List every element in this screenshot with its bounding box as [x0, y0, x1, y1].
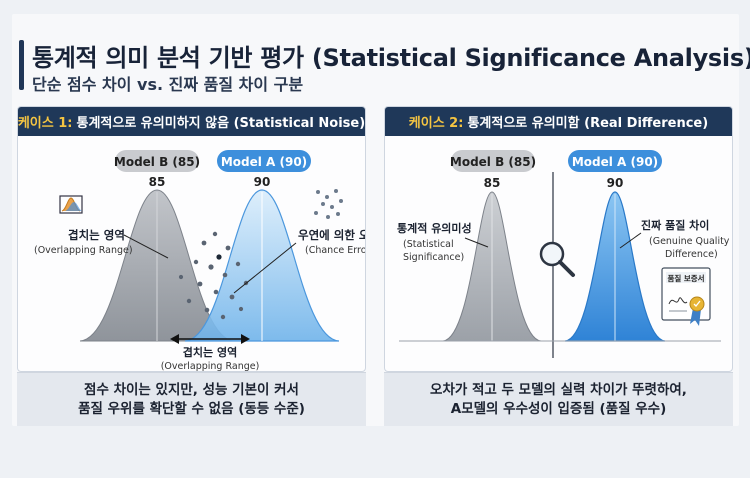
- case-1-header: 케이스 1: 통계적으로 유의미하지 않음 (Statistical Noise…: [18, 107, 365, 136]
- case-1-panel: 케이스 1: 통계적으로 유의미하지 않음 (Statistical Noise…: [17, 106, 366, 372]
- case-2-diagram: Model B (85) Model A (90) 85 90 통계적 유의미성…: [397, 150, 730, 358]
- overlap-label-en: (Overlapping Range): [34, 245, 133, 256]
- case-1-footer-line2: 품질 우위를 확단할 수 없음 (동등 수준): [78, 400, 305, 417]
- case-1-diagram: Model B (85) Model A (90) 85 90: [34, 150, 366, 372]
- peak-label-b: 85: [484, 176, 501, 190]
- bottom-overlap-label-en: (Overlapping Range): [161, 361, 260, 372]
- magnifier-icon: [539, 241, 575, 277]
- case-1-number: 케이스 1:: [17, 116, 73, 131]
- significance-label-en-2: Significance): [403, 252, 464, 263]
- quality-label-en-1: (Genuine Quality: [649, 236, 730, 247]
- page-subtitle: 단순 점수 차이 vs. 진짜 품질 차이 구분: [32, 75, 304, 94]
- significance-leader-line: [464, 237, 489, 248]
- case-2-footer: 오차가 적고 두 모델의 실력 차이가 뚜렷하여, A모델의 우수성이 입증됨 …: [384, 372, 733, 426]
- case-2-title: 통계적으로 유의미함 (Real Difference): [467, 116, 709, 131]
- quality-label-en-2: Difference): [665, 249, 718, 260]
- overlap-leader-line: [123, 234, 169, 259]
- case-1-footer: 점수 차이는 있지만, 성능 기본이 커서 품질 우위를 확단할 수 없음 (동…: [17, 372, 366, 426]
- chance-error-label-ko: 우연에 의한 오차: [298, 228, 366, 242]
- model-b-label: Model B (85): [114, 155, 200, 169]
- quality-label-ko: 진짜 품질 차이: [641, 218, 709, 232]
- model-b-label: Model B (85): [450, 155, 536, 169]
- certificate-label: 품질 보증서: [667, 273, 704, 283]
- quality-leader-line: [619, 232, 642, 249]
- case-2-header: 케이스 2: 통계적으로 유의미함 (Real Difference): [385, 107, 732, 136]
- case-2-panel: 케이스 2: 통계적으로 유의미함 (Real Difference) Mode…: [384, 106, 733, 372]
- chart-icon: [59, 195, 83, 214]
- case-1-title: 통계적으로 유의미하지 않음 (Statistical Noise): [76, 116, 366, 131]
- peak-label-a: 90: [607, 176, 624, 190]
- model-a-label: Model A (90): [572, 155, 658, 169]
- bottom-overlap-label-ko: 겹치는 영역: [183, 345, 237, 359]
- model-b-badge: [115, 150, 199, 172]
- model-a-badge: [568, 150, 662, 172]
- model-a-badge: [217, 150, 311, 172]
- case-2-number: 케이스 2:: [408, 116, 464, 131]
- overlap-label-ko: 겹치는 영역: [68, 228, 125, 242]
- peak-label-a: 90: [254, 175, 271, 189]
- title-accent-bar: [19, 40, 24, 90]
- case-2-footer-line2: A모델의 우수성이 입증됨 (품질 우수): [450, 400, 667, 417]
- page-title: 통계적 의미 분석 기반 평가 (Statistical Significanc…: [32, 44, 750, 72]
- chance-error-label-en: (Chance Error): [305, 245, 366, 256]
- overlap-dots: [178, 231, 249, 320]
- significance-label-en-1: (Statistical: [403, 239, 454, 250]
- peak-label-b: 85: [149, 175, 166, 189]
- case-1-footer-line1: 점수 차이는 있지만, 성능 기본이 커서: [84, 381, 299, 398]
- scatter-dots-icon: [314, 189, 343, 219]
- model-b-badge: [451, 150, 535, 172]
- overlap-range-arrow: [170, 334, 250, 344]
- significance-label-ko: 통계적 유의미성: [397, 221, 472, 235]
- certificate-icon: 품질 보증서: [661, 267, 711, 326]
- model-a-label: Model A (90): [221, 155, 307, 169]
- case-2-footer-line1: 오차가 적고 두 모델의 실력 차이가 뚜렷하여,: [430, 381, 687, 398]
- chance-leader-line: [233, 242, 297, 294]
